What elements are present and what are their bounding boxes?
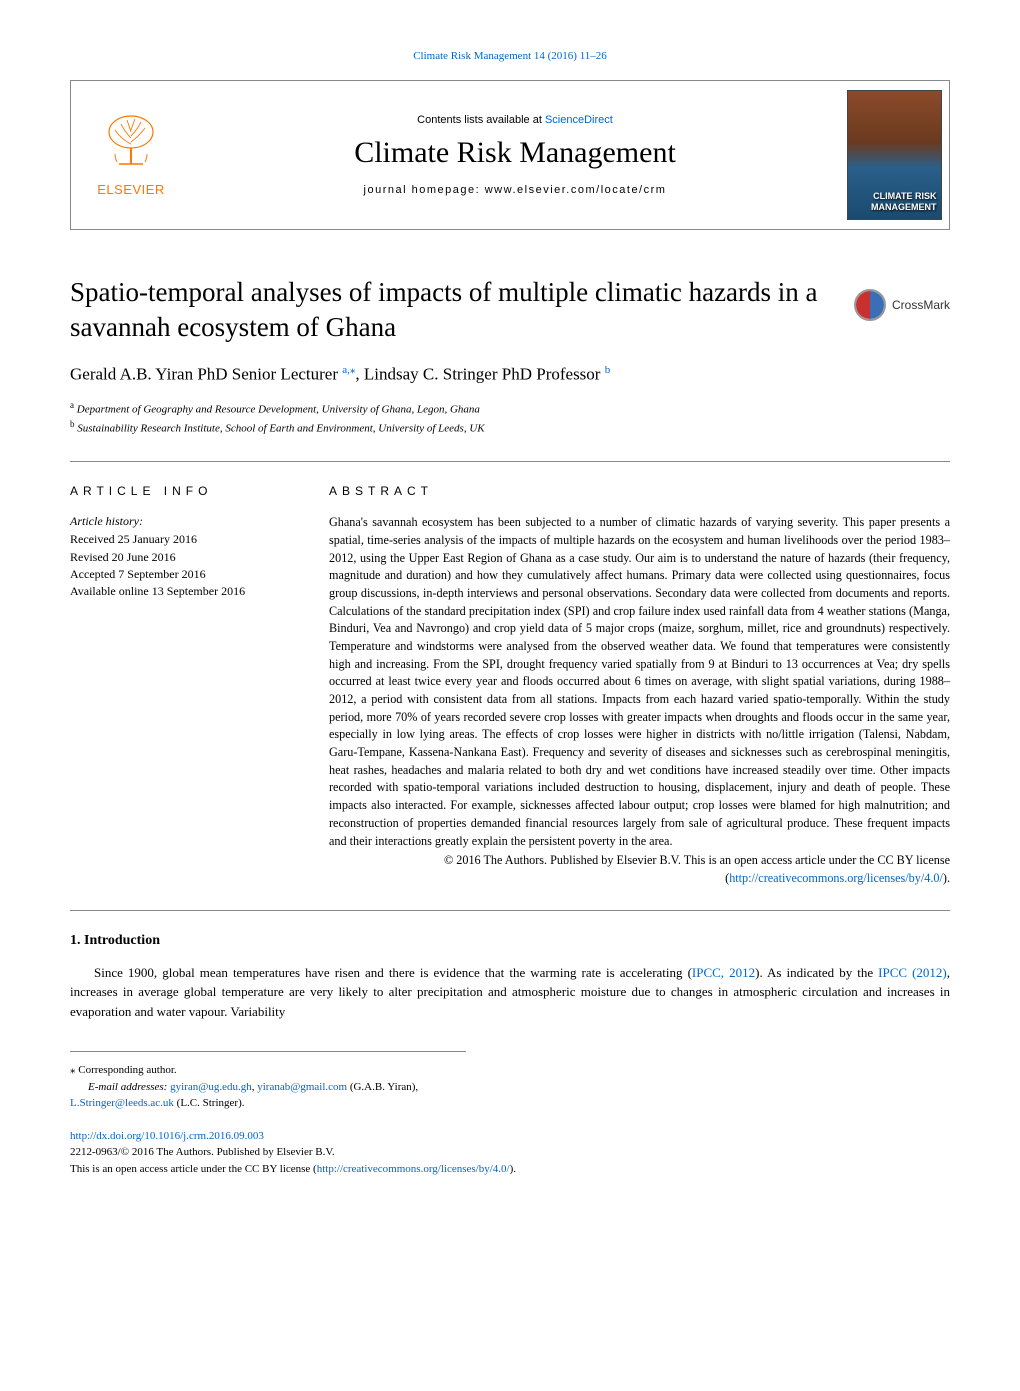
journal-name: Climate Risk Management [354, 136, 676, 170]
corresponding-author-note: ⁎ Corresponding author. [70, 1062, 466, 1079]
journal-header: ELSEVIER Contents lists available at Sci… [70, 80, 950, 230]
email-link-3[interactable]: L.Stringer@leeds.ac.uk [70, 1097, 174, 1109]
separator-rule-2 [70, 910, 950, 911]
doi-link[interactable]: http://dx.doi.org/10.1016/j.crm.2016.09.… [70, 1130, 264, 1142]
authors-line: Gerald A.B. Yiran PhD Senior Lecturer a,… [70, 363, 950, 385]
license-line: This is an open access article under the… [70, 1161, 950, 1178]
elsevier-tree-icon [101, 114, 161, 178]
history-revised: Revised 20 June 2016 [70, 549, 295, 566]
intro-heading: 1. Introduction [70, 933, 950, 949]
homepage-line: journal homepage: www.elsevier.com/locat… [364, 184, 667, 196]
email-link-1[interactable]: gyiran@ug.edu.gh [170, 1081, 252, 1093]
homepage-prefix: journal homepage: [364, 184, 485, 196]
history-accepted: Accepted 7 September 2016 [70, 566, 295, 583]
contents-prefix: Contents lists available at [417, 114, 545, 126]
author-2-name: , Lindsay C. Stringer PhD Professor [355, 365, 600, 384]
crossmark-icon [854, 289, 886, 321]
intro-ref-2[interactable]: IPCC (2012) [878, 965, 947, 980]
header-center: Contents lists available at ScienceDirec… [191, 81, 839, 229]
abstract-heading: abstract [329, 484, 950, 498]
elsevier-logo[interactable]: ELSEVIER [71, 81, 191, 229]
cover-line-2: MANAGEMENT [871, 202, 937, 212]
intro-text-1: Since 1900, global mean temperatures hav… [94, 965, 692, 980]
intro-ref-1[interactable]: IPCC, 2012 [692, 965, 755, 980]
affiliation-b-text: Sustainability Research Institute, Schoo… [77, 423, 484, 435]
history-label: Article history: [70, 514, 295, 529]
license-prefix: This is an open access article under the… [70, 1163, 317, 1175]
separator-rule-1 [70, 461, 950, 462]
contents-line: Contents lists available at ScienceDirec… [417, 114, 613, 126]
email-link-2[interactable]: yiranab@gmail.com [257, 1081, 347, 1093]
affiliations: a Department of Geography and Resource D… [70, 399, 950, 437]
abstract-text: Ghana's savannah ecosystem has been subj… [329, 514, 950, 887]
abstract-column: abstract Ghana's savannah ecosystem has … [329, 484, 950, 887]
affiliation-a-text: Department of Geography and Resource Dev… [77, 404, 480, 416]
affiliation-a: a Department of Geography and Resource D… [70, 399, 950, 418]
article-info-column: article info Article history: Received 2… [70, 484, 295, 887]
article-title: Spatio-temporal analyses of impacts of m… [70, 275, 854, 345]
footnotes: ⁎ Corresponding author. E-mail addresses… [70, 1051, 466, 1112]
history-online: Available online 13 September 2016 [70, 583, 295, 600]
abstract-license-link[interactable]: http://creativecommons.org/licenses/by/4… [729, 871, 943, 885]
intro-text-2: ). As indicated by the [755, 965, 878, 980]
elsevier-label: ELSEVIER [97, 182, 165, 197]
page-container: Climate Risk Management 14 (2016) 11–26 … [0, 0, 1020, 1217]
top-citation: Climate Risk Management 14 (2016) 11–26 [70, 50, 950, 62]
footer-license-link[interactable]: http://creativecommons.org/licenses/by/4… [317, 1163, 510, 1175]
cover-image: CLIMATE RISK MANAGEMENT [847, 90, 942, 220]
crossmark-label: CrossMark [892, 298, 950, 312]
author-2-affil-sup[interactable]: b [605, 364, 611, 376]
email-label: E-mail addresses: [88, 1081, 170, 1093]
journal-cover-thumb[interactable]: CLIMATE RISK MANAGEMENT [839, 81, 949, 229]
abstract-body: Ghana's savannah ecosystem has been subj… [329, 515, 950, 847]
affiliation-b: b Sustainability Research Institute, Sch… [70, 418, 950, 437]
sciencedirect-link[interactable]: ScienceDirect [545, 114, 613, 126]
intro-paragraph: Since 1900, global mean temperatures hav… [70, 963, 950, 1022]
article-info-heading: article info [70, 484, 295, 498]
email-line: E-mail addresses: gyiran@ug.edu.gh, yira… [70, 1079, 466, 1112]
cover-line-1: CLIMATE RISK [873, 191, 936, 201]
history-received: Received 25 January 2016 [70, 531, 295, 548]
info-abstract-row: article info Article history: Received 2… [70, 484, 950, 887]
license-suffix: ). [510, 1163, 516, 1175]
author-1-name: Gerald A.B. Yiran PhD Senior Lecturer [70, 365, 338, 384]
email-name-1: (G.A.B. Yiran), [347, 1081, 418, 1093]
title-row: Spatio-temporal analyses of impacts of m… [70, 275, 950, 345]
crossmark-badge[interactable]: CrossMark [854, 289, 950, 321]
cover-text: CLIMATE RISK MANAGEMENT [871, 191, 937, 213]
author-1-affil-sup[interactable]: a, [342, 364, 350, 376]
email-name-2: (L.C. Stringer). [174, 1097, 245, 1109]
homepage-link[interactable]: www.elsevier.com/locate/crm [485, 184, 667, 196]
footer-meta: http://dx.doi.org/10.1016/j.crm.2016.09.… [70, 1128, 950, 1178]
abstract-copyright-suffix: ). [943, 871, 950, 885]
citation-link[interactable]: Climate Risk Management 14 (2016) 11–26 [413, 50, 607, 62]
issn-line: 2212-0963/© 2016 The Authors. Published … [70, 1144, 950, 1161]
